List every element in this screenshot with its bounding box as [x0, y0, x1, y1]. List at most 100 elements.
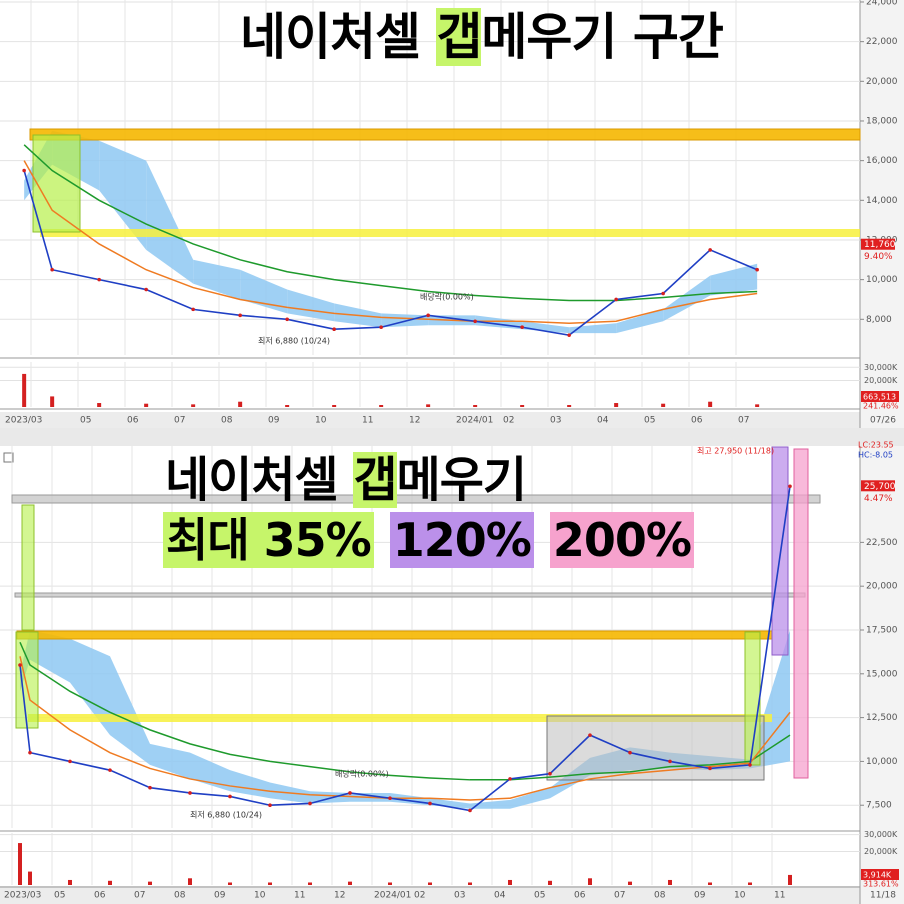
x-tick-label: 10 — [734, 891, 746, 901]
volume-bar — [68, 879, 72, 885]
y-tick-label: 15,000 — [866, 669, 898, 679]
x-tick-label: 2023/03 — [5, 416, 42, 426]
cloud — [522, 321, 570, 334]
title-part: 네이처셀 — [165, 452, 339, 508]
gap-tag: 200% — [549, 512, 695, 568]
volume-bar — [379, 405, 384, 407]
x-tick-label: 08 — [221, 416, 233, 426]
price-point — [567, 333, 571, 337]
price-tag — [861, 480, 895, 492]
cloud — [510, 787, 550, 809]
price-point — [548, 771, 552, 776]
cloud — [470, 799, 510, 809]
cloud — [150, 743, 190, 779]
y-tick-label: 10,000 — [866, 275, 898, 285]
panel-icon — [3, 452, 14, 463]
cloud — [287, 289, 335, 322]
x-tick-label: 07 — [738, 416, 749, 426]
y-tick-label: 16,000 — [866, 156, 898, 166]
volume-bar — [788, 874, 792, 885]
price-tag — [861, 238, 895, 250]
volume-tick-label: 30,000K — [864, 363, 898, 372]
gap-line — [11, 494, 821, 504]
volume-bar — [708, 882, 712, 885]
gap-band — [29, 128, 861, 141]
x-tick-label: 08 — [174, 891, 186, 901]
cloud — [190, 752, 230, 792]
price-point — [388, 796, 392, 801]
volume-bar — [22, 373, 27, 407]
price-point — [468, 808, 472, 813]
price-point — [614, 297, 618, 302]
gap-band — [40, 229, 860, 237]
y-tick-label: 14,000 — [866, 196, 898, 206]
price-point — [148, 785, 152, 790]
price-point — [473, 319, 477, 324]
cloud — [99, 140, 147, 250]
volume-bar — [50, 396, 55, 407]
price-point — [628, 750, 632, 755]
x-tick-label: 02 — [414, 891, 425, 901]
price-point — [22, 168, 26, 173]
volume-bar — [228, 882, 232, 885]
price-point — [268, 803, 272, 808]
chart-title: 네이처셀 갭메우기 — [165, 452, 527, 508]
y-tick-label: 7,500 — [866, 801, 892, 811]
volume-bar — [268, 882, 272, 885]
gap-tags: 최대 35% 120% 200% — [163, 512, 710, 568]
volume-bar — [188, 878, 192, 885]
gap-tag: 최대 35% — [163, 512, 374, 568]
volume-bar — [97, 403, 102, 407]
x-tick-label: 07 — [614, 891, 625, 901]
x-tick-label: 09 — [694, 891, 706, 901]
price-point — [285, 317, 289, 322]
cloud — [146, 160, 194, 284]
x-tick-label: 05 — [80, 416, 91, 426]
volume-bar — [108, 880, 112, 885]
price-point — [748, 763, 752, 767]
y-tick-label: 17,500 — [866, 625, 898, 635]
volume-tag-label: 241.46% — [863, 402, 899, 411]
volume-tick-label: 30,000K — [864, 830, 898, 839]
price-point — [428, 801, 432, 806]
x-tick-label: 05 — [534, 891, 545, 901]
volume-bar — [567, 405, 572, 407]
gap-band — [16, 630, 773, 640]
x-tick-label: 06 — [574, 891, 586, 901]
volume-bar — [755, 404, 760, 407]
x-tick-label: 11 — [294, 891, 305, 901]
volume-tag — [861, 869, 899, 880]
title-highlight: 갭 — [436, 8, 482, 66]
x-tick-label: 04 — [597, 416, 609, 426]
volume-tag-label: 663,513 — [863, 393, 896, 402]
y-tick-label: 20,000 — [866, 582, 898, 592]
price-point — [191, 307, 195, 312]
cloud — [110, 656, 150, 765]
x-tick-label: 11 — [362, 416, 373, 426]
cloud — [30, 629, 70, 683]
price-point — [332, 327, 336, 332]
annotation: 배당락(0.00%) — [420, 292, 474, 302]
cloud — [240, 269, 288, 314]
cloud — [430, 798, 470, 809]
cloud — [569, 323, 617, 334]
volume-tag — [861, 391, 899, 402]
change-label: 9.40% — [864, 252, 893, 262]
gap-band — [28, 714, 772, 722]
volume-tick-label: 20,000K — [864, 376, 898, 385]
price-point — [588, 733, 592, 737]
y-tick-label: 20,000 — [866, 77, 898, 87]
volume-bar — [508, 879, 512, 885]
price-point — [348, 791, 352, 795]
price-point — [661, 291, 665, 296]
line-ma-short — [23, 160, 758, 325]
x-tick-label: 2023/03 — [4, 891, 41, 901]
volume-bar — [28, 871, 32, 885]
price-point — [108, 768, 112, 772]
volume-bar — [661, 403, 666, 407]
title-highlight: 갭 — [353, 452, 398, 508]
info-label: HC:-8.05 — [858, 451, 893, 460]
chart-title: 네이처셀 갭메우기 구간 — [240, 6, 724, 68]
y-tick-label: 12,500 — [866, 713, 898, 723]
